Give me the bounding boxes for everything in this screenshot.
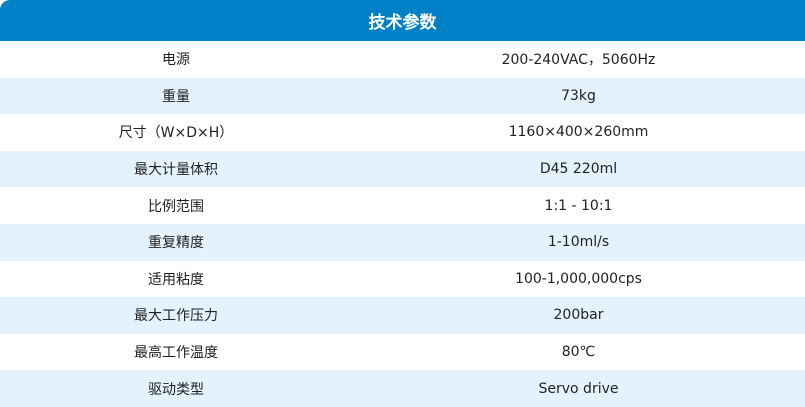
table-row: 尺寸（W×D×H） 1160×400×260mm xyxy=(0,114,805,151)
spec-label: 尺寸（W×D×H） xyxy=(118,125,234,142)
table-row: 最大计量体积 D45 220ml xyxy=(0,150,805,188)
table-row: 重复精度 1-10ml/s xyxy=(0,223,805,261)
table-row: 最高工作温度 80℃ xyxy=(0,333,805,371)
table-row: 比例范围 1:1 - 10:1 xyxy=(0,187,805,224)
spec-value: 80℃ xyxy=(561,344,596,361)
table-row: 适用粘度 100-1,000,000cps xyxy=(0,260,805,298)
spec-value: 200-240VAC，5060Hz xyxy=(501,52,656,69)
spec-label: 比例范围 xyxy=(148,198,204,215)
table-row: 驱动类型 Servo drive xyxy=(0,370,805,407)
spec-value: 1160×400×260mm xyxy=(508,124,649,141)
spec-label: 重复精度 xyxy=(148,235,204,252)
spec-value: 100-1,000,000cps xyxy=(515,270,642,287)
spec-label: 驱动类型 xyxy=(148,381,204,398)
table-row: 电源 200-240VAC，5060Hz xyxy=(0,41,805,78)
spec-value: 1-10ml/s xyxy=(547,234,610,251)
table-title: 技术参数 xyxy=(0,0,805,41)
spec-value: Servo drive xyxy=(538,380,619,397)
table-body: 电源 200-240VAC，5060Hz 重量 73kg 尺寸（W×D×H） 1160×4… xyxy=(0,41,805,407)
spec-label: 电源 xyxy=(162,52,190,69)
table-row: 重量 73kg xyxy=(0,77,805,115)
spec-label: 重量 xyxy=(162,88,190,105)
table-row: 最大工作压力 200bar xyxy=(0,297,805,334)
spec-label: 最高工作温度 xyxy=(134,345,218,362)
spec-value: 73kg xyxy=(561,87,596,104)
spec-value: D45 220ml xyxy=(539,161,618,178)
spec-label: 最大计量体积 xyxy=(134,162,218,179)
spec-label: 适用粘度 xyxy=(148,271,204,288)
spec-value: 1:1 - 10:1 xyxy=(544,197,613,214)
spec-value: 200bar xyxy=(553,307,604,324)
spec-label: 最大工作压力 xyxy=(134,308,218,325)
